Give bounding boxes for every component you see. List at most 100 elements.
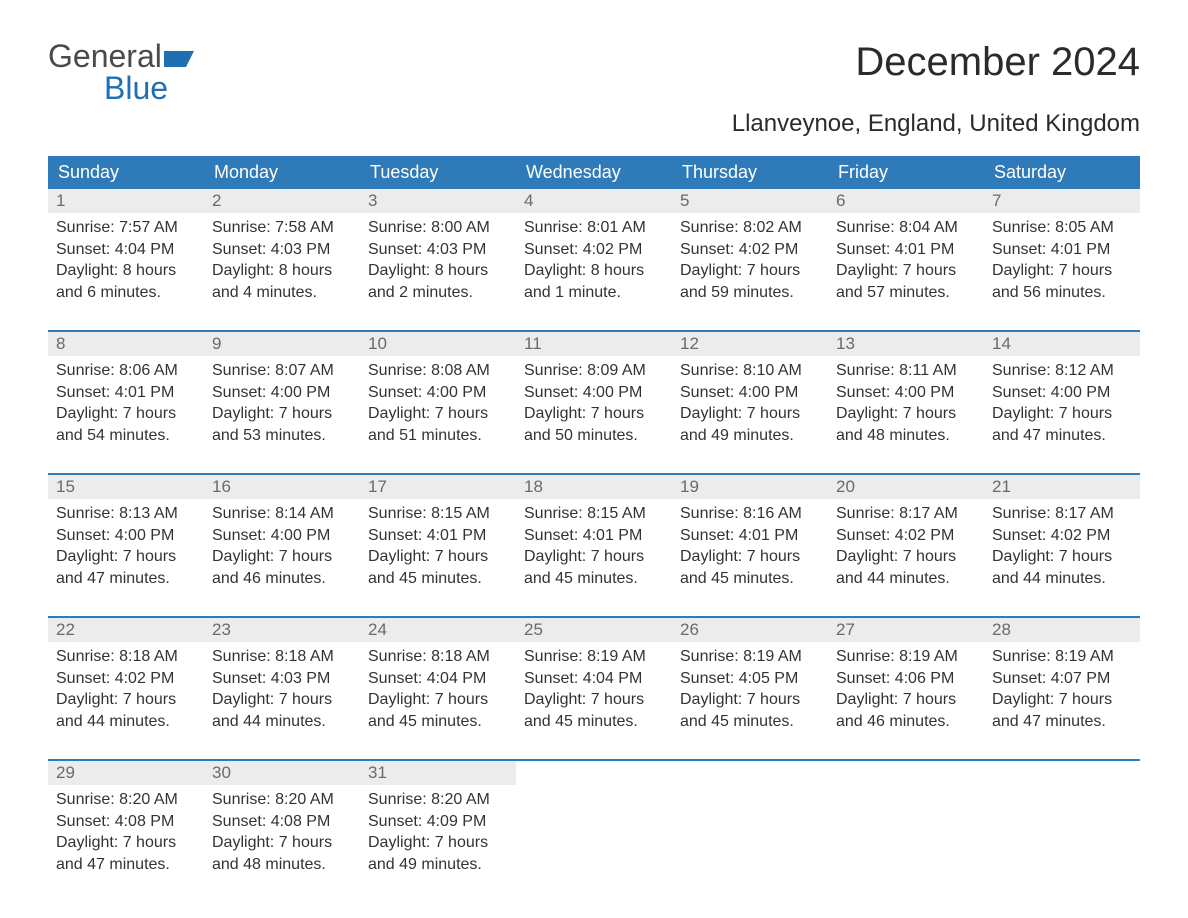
sunset-line: Sunset: 4:08 PM	[212, 811, 352, 833]
day-number-cell: 10	[360, 331, 516, 356]
daylight-line: Daylight: 7 hours and 47 minutes.	[992, 403, 1132, 446]
day-number-cell	[516, 760, 672, 785]
day-number-cell: 11	[516, 331, 672, 356]
day-header: Monday	[204, 156, 360, 189]
sunrise-line: Sunrise: 8:13 AM	[56, 503, 196, 525]
sunset-line: Sunset: 4:00 PM	[680, 382, 820, 404]
day-detail-cell: Sunrise: 8:13 AMSunset: 4:00 PMDaylight:…	[48, 499, 204, 617]
sunset-line: Sunset: 4:00 PM	[992, 382, 1132, 404]
day-detail-cell	[516, 785, 672, 903]
day-detail-cell: Sunrise: 8:12 AMSunset: 4:00 PMDaylight:…	[984, 356, 1140, 474]
daylight-line: Daylight: 7 hours and 47 minutes.	[56, 832, 196, 875]
sunset-line: Sunset: 4:01 PM	[368, 525, 508, 547]
sunrise-line: Sunrise: 8:20 AM	[56, 789, 196, 811]
day-detail-cell	[984, 785, 1140, 903]
day-detail-cell: Sunrise: 8:08 AMSunset: 4:00 PMDaylight:…	[360, 356, 516, 474]
day-detail-cell: Sunrise: 8:19 AMSunset: 4:05 PMDaylight:…	[672, 642, 828, 760]
sunset-line: Sunset: 4:06 PM	[836, 668, 976, 690]
sunrise-line: Sunrise: 8:06 AM	[56, 360, 196, 382]
sunset-line: Sunset: 4:01 PM	[992, 239, 1132, 261]
day-detail-cell: Sunrise: 7:58 AMSunset: 4:03 PMDaylight:…	[204, 213, 360, 331]
day-number-cell: 26	[672, 617, 828, 642]
daylight-line: Daylight: 7 hours and 45 minutes.	[680, 689, 820, 732]
logo-flag-icon	[164, 47, 198, 67]
day-header: Saturday	[984, 156, 1140, 189]
sunrise-line: Sunrise: 8:18 AM	[56, 646, 196, 668]
sunset-line: Sunset: 4:01 PM	[680, 525, 820, 547]
day-header: Thursday	[672, 156, 828, 189]
daylight-line: Daylight: 8 hours and 4 minutes.	[212, 260, 352, 303]
sunrise-line: Sunrise: 8:19 AM	[680, 646, 820, 668]
sunrise-line: Sunrise: 7:58 AM	[212, 217, 352, 239]
week-daynum-row: 891011121314	[48, 331, 1140, 356]
week-detail-row: Sunrise: 8:06 AMSunset: 4:01 PMDaylight:…	[48, 356, 1140, 474]
day-detail-cell: Sunrise: 8:04 AMSunset: 4:01 PMDaylight:…	[828, 213, 984, 331]
sunset-line: Sunset: 4:05 PM	[680, 668, 820, 690]
day-number-cell: 22	[48, 617, 204, 642]
daylight-line: Daylight: 7 hours and 53 minutes.	[212, 403, 352, 446]
sunrise-line: Sunrise: 8:18 AM	[368, 646, 508, 668]
day-header: Sunday	[48, 156, 204, 189]
sunset-line: Sunset: 4:00 PM	[368, 382, 508, 404]
day-detail-cell: Sunrise: 8:17 AMSunset: 4:02 PMDaylight:…	[984, 499, 1140, 617]
day-header-row: Sunday Monday Tuesday Wednesday Thursday…	[48, 156, 1140, 189]
day-detail-cell: Sunrise: 8:01 AMSunset: 4:02 PMDaylight:…	[516, 213, 672, 331]
sunrise-line: Sunrise: 8:17 AM	[992, 503, 1132, 525]
daylight-line: Daylight: 8 hours and 1 minute.	[524, 260, 664, 303]
day-number-cell: 16	[204, 474, 360, 499]
sunrise-line: Sunrise: 8:07 AM	[212, 360, 352, 382]
day-detail-cell: Sunrise: 8:16 AMSunset: 4:01 PMDaylight:…	[672, 499, 828, 617]
daylight-line: Daylight: 7 hours and 49 minutes.	[368, 832, 508, 875]
daylight-line: Daylight: 7 hours and 47 minutes.	[992, 689, 1132, 732]
day-detail-cell: Sunrise: 8:20 AMSunset: 4:08 PMDaylight:…	[204, 785, 360, 903]
sunset-line: Sunset: 4:01 PM	[524, 525, 664, 547]
calendar-table: Sunday Monday Tuesday Wednesday Thursday…	[48, 156, 1140, 903]
sunrise-line: Sunrise: 8:10 AM	[680, 360, 820, 382]
sunrise-line: Sunrise: 8:15 AM	[368, 503, 508, 525]
day-detail-cell: Sunrise: 8:20 AMSunset: 4:08 PMDaylight:…	[48, 785, 204, 903]
daylight-line: Daylight: 8 hours and 6 minutes.	[56, 260, 196, 303]
sunrise-line: Sunrise: 7:57 AM	[56, 217, 196, 239]
day-header: Tuesday	[360, 156, 516, 189]
day-number-cell: 12	[672, 331, 828, 356]
day-number-cell: 27	[828, 617, 984, 642]
sunset-line: Sunset: 4:02 PM	[524, 239, 664, 261]
day-number-cell	[984, 760, 1140, 785]
sunset-line: Sunset: 4:02 PM	[680, 239, 820, 261]
sunset-line: Sunset: 4:00 PM	[524, 382, 664, 404]
sunrise-line: Sunrise: 8:02 AM	[680, 217, 820, 239]
sunrise-line: Sunrise: 8:20 AM	[368, 789, 508, 811]
daylight-line: Daylight: 7 hours and 44 minutes.	[836, 546, 976, 589]
sunset-line: Sunset: 4:04 PM	[368, 668, 508, 690]
week-daynum-row: 15161718192021	[48, 474, 1140, 499]
day-number-cell: 9	[204, 331, 360, 356]
daylight-line: Daylight: 7 hours and 45 minutes.	[368, 546, 508, 589]
day-detail-cell: Sunrise: 7:57 AMSunset: 4:04 PMDaylight:…	[48, 213, 204, 331]
day-number-cell: 17	[360, 474, 516, 499]
day-number-cell: 13	[828, 331, 984, 356]
day-detail-cell: Sunrise: 8:18 AMSunset: 4:02 PMDaylight:…	[48, 642, 204, 760]
page-title: December 2024	[855, 40, 1140, 85]
day-detail-cell	[828, 785, 984, 903]
sunrise-line: Sunrise: 8:01 AM	[524, 217, 664, 239]
sunset-line: Sunset: 4:04 PM	[524, 668, 664, 690]
daylight-line: Daylight: 7 hours and 45 minutes.	[368, 689, 508, 732]
day-number-cell: 3	[360, 189, 516, 213]
location-subtitle: Llanveynoe, England, United Kingdom	[48, 110, 1140, 138]
daylight-line: Daylight: 7 hours and 44 minutes.	[56, 689, 196, 732]
day-number-cell: 20	[828, 474, 984, 499]
sunset-line: Sunset: 4:02 PM	[992, 525, 1132, 547]
week-daynum-row: 1234567	[48, 189, 1140, 213]
sunset-line: Sunset: 4:00 PM	[212, 382, 352, 404]
sunset-line: Sunset: 4:00 PM	[212, 525, 352, 547]
day-detail-cell: Sunrise: 8:15 AMSunset: 4:01 PMDaylight:…	[360, 499, 516, 617]
sunrise-line: Sunrise: 8:19 AM	[524, 646, 664, 668]
sunrise-line: Sunrise: 8:05 AM	[992, 217, 1132, 239]
daylight-line: Daylight: 7 hours and 46 minutes.	[836, 689, 976, 732]
week-daynum-row: 22232425262728	[48, 617, 1140, 642]
sunrise-line: Sunrise: 8:08 AM	[368, 360, 508, 382]
sunrise-line: Sunrise: 8:15 AM	[524, 503, 664, 525]
sunset-line: Sunset: 4:09 PM	[368, 811, 508, 833]
daylight-line: Daylight: 7 hours and 56 minutes.	[992, 260, 1132, 303]
day-header: Wednesday	[516, 156, 672, 189]
